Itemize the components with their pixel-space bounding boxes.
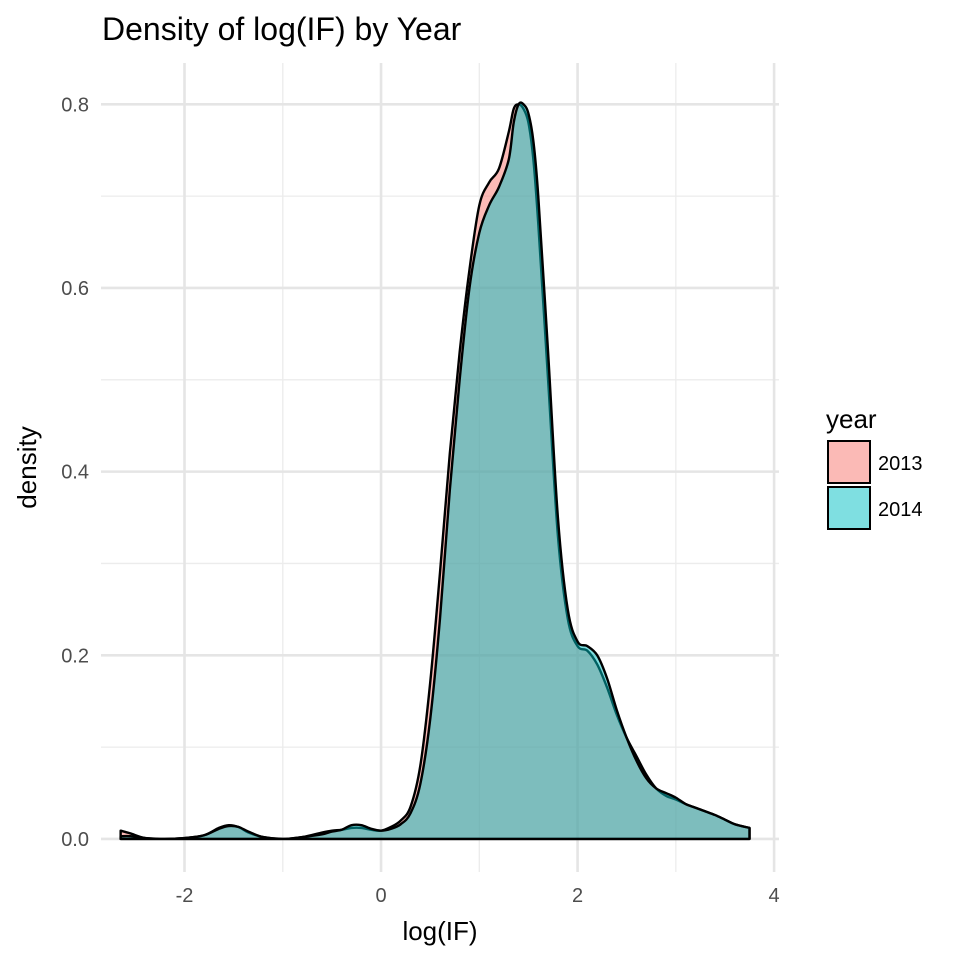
y-axis-title: density: [12, 426, 42, 508]
legend: year 2013 2014: [826, 404, 923, 530]
y-tick-label: 0.6: [61, 278, 89, 300]
x-tick-label: 2: [572, 885, 583, 907]
x-axis-ticks: -2 0 2 4: [176, 885, 780, 907]
x-tick-label: 4: [769, 885, 780, 907]
legend-title: year: [826, 404, 877, 434]
legend-key-2014: [827, 486, 871, 530]
legend-key-2013: [827, 440, 871, 484]
y-tick-label: 0.8: [61, 94, 89, 116]
density-area-2014: [119, 101, 751, 841]
x-axis-title: log(IF): [402, 916, 477, 946]
x-tick-label: 0: [375, 885, 386, 907]
chart-title: Density of log(IF) by Year: [102, 11, 462, 47]
legend-label-2013: 2013: [878, 453, 923, 475]
y-axis-ticks: 0.0 0.2 0.4 0.6 0.8: [61, 94, 89, 851]
y-tick-label: 0.2: [61, 645, 89, 667]
legend-label-2014: 2014: [878, 499, 923, 521]
density-areas: [119, 101, 751, 841]
y-tick-label: 0.4: [61, 462, 89, 484]
y-tick-label: 0.0: [61, 829, 89, 851]
x-tick-label: -2: [176, 885, 194, 907]
